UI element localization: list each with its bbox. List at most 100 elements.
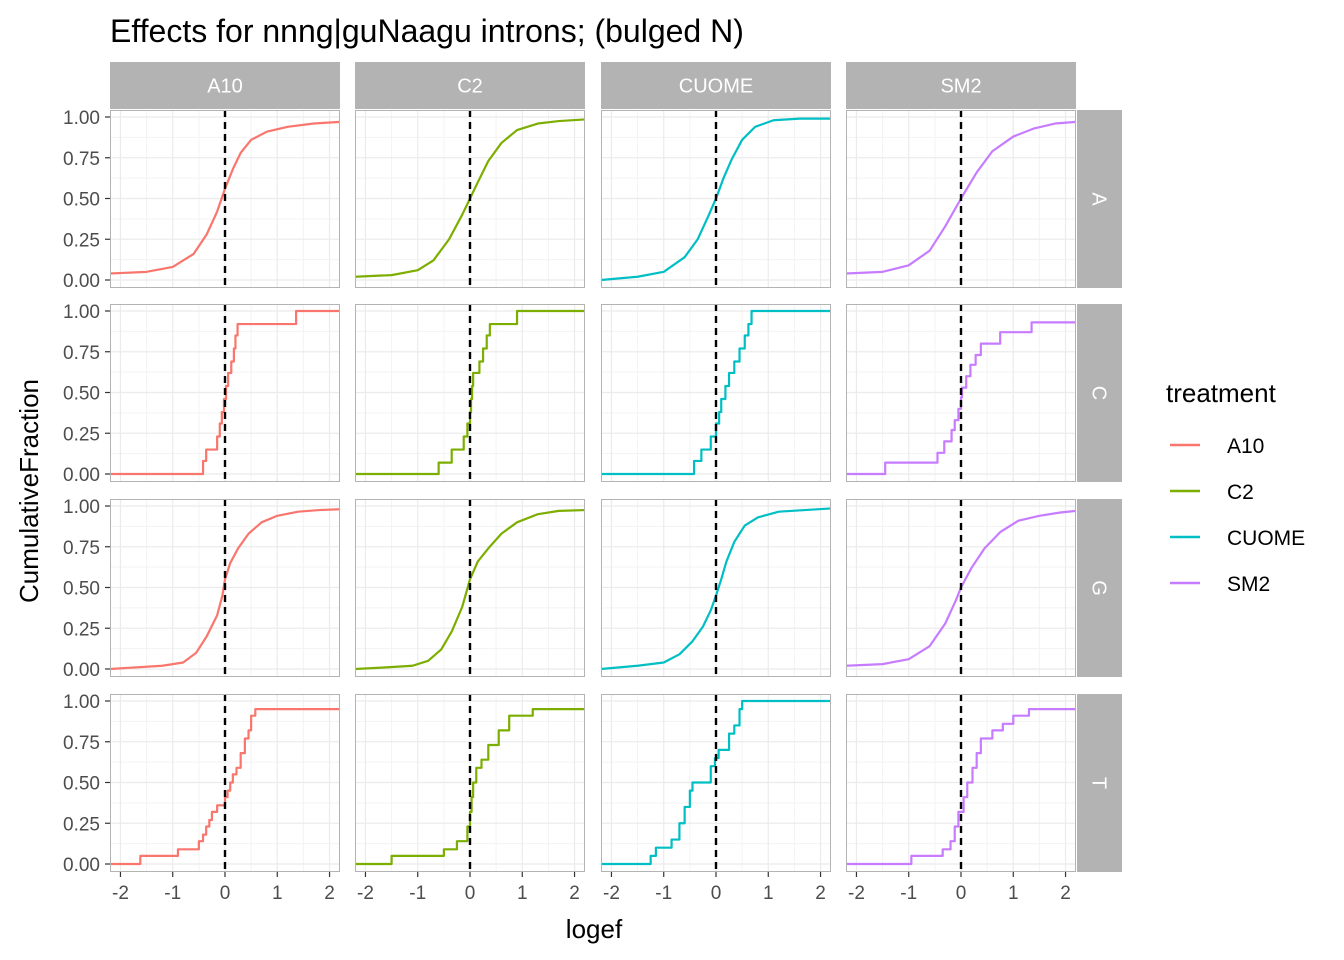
ecdf-line-a10-a: [109, 120, 341, 275]
strip-row-t: T: [1077, 694, 1122, 872]
ecdf-line-c2-c: [355, 309, 585, 476]
strip-background: [110, 62, 340, 109]
strip-col-a10: A10: [110, 62, 340, 109]
ecdf-line-sm2-c: [846, 321, 1076, 476]
x-tick-label: 0: [711, 883, 722, 904]
x-tick-label: 0: [465, 883, 476, 904]
panel-c2-g: [354, 499, 586, 677]
panel-border: [601, 694, 831, 872]
y-tick-label: 1.00: [63, 108, 100, 129]
panel-sm2-a: [845, 110, 1077, 288]
panel-border: [601, 499, 831, 677]
ecdf-line-cuome-t: [601, 699, 831, 866]
x-tick-label: 1: [517, 883, 528, 904]
ecdf-line-cuome-g: [600, 507, 832, 671]
legend-label: C2: [1227, 481, 1254, 504]
x-tick-label: 1: [1008, 883, 1019, 904]
legend-item-a10: A10: [1170, 435, 1264, 458]
y-tick-label: 0.25: [63, 814, 100, 835]
panel-c2-c: [355, 304, 585, 482]
strip-background: [1077, 694, 1122, 872]
ecdf-line-cuome-c: [601, 309, 831, 476]
strip-label: C2: [457, 76, 483, 98]
panel-sm2-g: [845, 499, 1077, 677]
strip-background: [1077, 499, 1122, 677]
x-tick-label: 2: [569, 883, 580, 904]
panel-border: [355, 499, 585, 677]
y-tick-label: 0.50: [63, 384, 100, 405]
ecdf-line-a10-g: [109, 508, 341, 671]
y-tick-label: 0.75: [63, 149, 100, 170]
x-axis-label: logef: [566, 914, 623, 944]
panel-border: [110, 499, 340, 677]
x-tick-label: -1: [900, 883, 917, 904]
strip-label: A10: [207, 76, 243, 98]
strip-row-a: A: [1077, 110, 1122, 288]
panel-cuome-a: [600, 110, 831, 288]
strip-background: [355, 62, 585, 109]
panel-border: [110, 110, 340, 288]
panel-border: [601, 110, 831, 288]
strip-col-c2: C2: [355, 62, 585, 109]
chart-title: Effects for nnng|guNaagu introns; (bulge…: [110, 13, 744, 49]
y-tick-label: 1.00: [63, 497, 100, 518]
strip-label: C: [1088, 386, 1110, 400]
panel-border: [846, 694, 1076, 872]
legend-item-sm2: SM2: [1170, 573, 1270, 596]
legend-label: CUOME: [1227, 527, 1305, 550]
x-tick-label: 0: [956, 883, 967, 904]
strip-background: [1077, 110, 1122, 288]
x-tick-label: 2: [1060, 883, 1071, 904]
ecdf-line-sm2-g: [845, 509, 1077, 667]
strip-row-c: C: [1077, 304, 1122, 482]
y-tick-label: 0.00: [63, 465, 100, 486]
x-tick-label: -2: [848, 883, 865, 904]
ecdf-line-a10-t: [110, 708, 340, 866]
panel-c2-a: [354, 110, 586, 288]
legend-item-cuome: CUOME: [1170, 527, 1305, 550]
x-tick-label: 1: [272, 883, 283, 904]
x-tick-label: 0: [220, 883, 231, 904]
y-tick-label: 0.25: [63, 619, 100, 640]
ecdf-line-c2-t: [355, 708, 585, 866]
strip-label: CUOME: [679, 76, 753, 98]
panel-sm2-c: [846, 304, 1076, 482]
strip-col-cuome: CUOME: [601, 62, 831, 109]
x-tick-label: -2: [112, 883, 129, 904]
panel-border: [355, 694, 585, 872]
panel-border: [355, 304, 585, 482]
panel-sm2-t: [846, 694, 1076, 872]
x-tick-label: 2: [324, 883, 335, 904]
y-tick-label: 0.75: [63, 538, 100, 559]
strip-background: [601, 62, 831, 109]
x-tick-label: 2: [815, 883, 826, 904]
x-tick-label: -1: [655, 883, 672, 904]
legend: treatment A10 C2 CUOME SM2: [1166, 378, 1305, 596]
panel-border: [846, 304, 1076, 482]
y-tick-label: 0.25: [63, 230, 100, 251]
y-tick-label: 0.50: [63, 774, 100, 795]
ecdf-line-c2-g: [354, 508, 586, 671]
panel-cuome-g: [600, 499, 832, 677]
y-tick-label: 0.75: [63, 343, 100, 364]
panel-cuome-c: [601, 304, 831, 482]
y-tick-label: 0.00: [63, 855, 100, 876]
panel-a10-c: [110, 304, 340, 482]
strip-background: [1077, 304, 1122, 482]
panel-a10-t: [110, 694, 340, 872]
y-tick-label: 1.00: [63, 692, 100, 713]
y-tick-label: 0.25: [63, 424, 100, 445]
legend-title: treatment: [1166, 378, 1277, 408]
panel-a10-a: [109, 110, 341, 288]
x-tick-label: -2: [603, 883, 620, 904]
y-axis-label: CumulativeFraction: [14, 379, 44, 603]
panel-border: [601, 304, 831, 482]
strip-background: [846, 62, 1076, 109]
facet-panels: [109, 110, 1077, 872]
strip-row-g: G: [1077, 499, 1122, 677]
legend-item-c2: C2: [1170, 481, 1254, 504]
y-tick-label: 0.00: [63, 660, 100, 681]
facet-strips: A10 C2 CUOME SM2 A C G T: [110, 62, 1122, 872]
panel-border: [110, 694, 340, 872]
x-tick-label: -1: [164, 883, 181, 904]
